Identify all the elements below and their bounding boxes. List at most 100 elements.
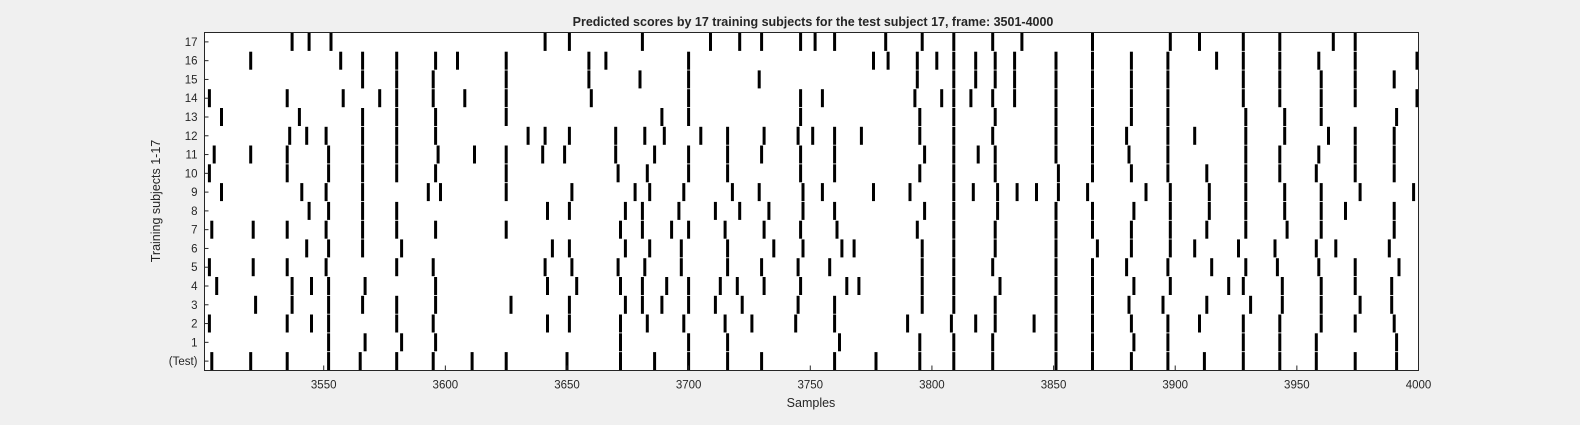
event-mark-row-1-4	[619, 333, 622, 352]
event-mark-row-test-27	[1314, 352, 1318, 371]
x-axis: 3550 3600 3650 3700 3750 3800 3850 3900 3950 4000	[311, 365, 1431, 392]
event-mark-row-3-5	[434, 295, 438, 314]
event-mark-row-17-4	[567, 32, 571, 51]
event-mark-row-10-0	[207, 164, 211, 183]
event-mark-row-test-5	[395, 352, 399, 371]
event-mark-row-9-10	[682, 183, 686, 202]
event-mark-row-9-29	[1319, 183, 1323, 202]
y-tick-label: 15	[185, 74, 198, 86]
event-mark-row-17-1	[307, 32, 311, 51]
event-mark-row-8-8	[677, 201, 681, 220]
event-mark-row-6-14	[920, 239, 924, 258]
y-tick-label: 4	[191, 281, 198, 293]
event-mark-row-7-1	[251, 220, 255, 239]
event-mark-row-8-2	[361, 201, 365, 220]
event-mark-row-12-31	[1392, 126, 1396, 145]
event-mark-row-7-7	[504, 220, 508, 239]
event-mark-row-11-26	[1244, 145, 1248, 164]
event-mark-row-2-18	[993, 314, 997, 333]
event-mark-row-9-24	[1144, 183, 1148, 202]
event-mark-row-17-18	[1168, 32, 1172, 51]
x-tick-label: 3850	[1041, 380, 1067, 392]
y-tick-label: 13	[185, 112, 198, 124]
plot-frame	[204, 32, 1419, 371]
event-mark-row-11-16	[799, 145, 803, 164]
event-mark-row-3-7	[567, 295, 571, 314]
event-mark-row-14-4	[395, 89, 399, 108]
event-mark-row-4-17	[857, 277, 861, 295]
event-mark-row-10-5	[434, 164, 438, 183]
event-mark-row-15-1	[395, 70, 399, 89]
event-mark-row-test-28	[1353, 352, 1357, 371]
event-mark-row-7-20	[1091, 220, 1094, 239]
y-tick-label: 12	[185, 131, 198, 143]
event-mark-row-16-23	[1241, 51, 1245, 70]
event-mark-row-1-15	[1241, 333, 1245, 352]
event-mark-row-9-12	[757, 183, 761, 202]
event-mark-row-14-25	[1353, 89, 1357, 108]
event-mark-row-10-13	[918, 164, 922, 183]
event-mark-row-test-18	[952, 352, 956, 371]
event-mark-row-5-24	[1275, 258, 1279, 277]
event-mark-row-15-10	[974, 70, 978, 89]
event-mark-row-10-4	[395, 164, 399, 183]
event-mark-row-8-9	[713, 201, 717, 220]
event-mark-row-5-5	[431, 258, 435, 277]
event-mark-row-12-16	[811, 126, 815, 145]
x-axis-label: Samples	[787, 396, 836, 410]
event-mark-row-15-5	[638, 70, 642, 89]
event-mark-row-13-8	[799, 108, 803, 126]
event-mark-row-8-15	[952, 201, 956, 220]
event-mark-row-4-27	[1280, 277, 1284, 295]
event-mark-row-test-7	[470, 352, 474, 371]
event-mark-row-11-7	[473, 145, 476, 164]
event-mark-row-12-27	[1244, 126, 1248, 145]
event-mark-row-7-10	[670, 220, 674, 239]
event-mark-row-17-10	[813, 32, 817, 51]
event-mark-row-12-5	[434, 126, 438, 145]
event-mark-row-2-11	[723, 314, 727, 333]
plot-area	[204, 32, 1419, 371]
event-mark-row-5-21	[1166, 258, 1170, 277]
event-mark-row-11-23	[1091, 145, 1094, 164]
event-mark-row-test-13	[726, 352, 730, 371]
event-mark-row-test-23	[1166, 352, 1170, 371]
event-mark-row-5-8	[616, 258, 620, 277]
event-mark-row-7-3	[324, 220, 328, 239]
event-mark-row-7-21	[1129, 220, 1133, 239]
y-tick-label: 7	[191, 225, 197, 237]
event-mark-row-17-16	[1020, 32, 1024, 51]
event-mark-row-2-12	[750, 314, 754, 333]
event-mark-row-6-7	[648, 239, 652, 258]
event-mark-row-6-23	[1273, 239, 1277, 258]
event-mark-row-13-16	[1244, 108, 1248, 126]
event-mark-row-2-24	[1198, 314, 1201, 333]
x-tick-label: 3750	[797, 380, 823, 392]
event-mark-row-8-23	[1283, 201, 1287, 220]
event-mark-row-1-12	[1091, 333, 1094, 352]
event-mark-row-7-26	[1319, 220, 1323, 239]
event-mark-row-test-25	[1241, 352, 1245, 371]
event-mark-row-13-5	[504, 108, 508, 126]
event-mark-row-6-12	[840, 239, 844, 258]
event-mark-row-15-12	[1013, 70, 1017, 89]
event-mark-row-14-21	[1166, 89, 1170, 108]
event-mark-row-12-25	[1166, 126, 1170, 145]
event-mark-row-3-14	[796, 295, 800, 314]
event-mark-row-12-0	[288, 126, 292, 145]
event-mark-row-test-4	[358, 352, 362, 371]
event-mark-row-9-27	[1244, 183, 1248, 202]
event-mark-row-11-25	[1166, 145, 1170, 164]
event-mark-row-15-16	[1166, 70, 1170, 89]
event-mark-row-4-9	[640, 277, 644, 295]
event-mark-row-test-21	[1091, 352, 1094, 371]
event-mark-row-2-2	[310, 314, 313, 333]
event-mark-row-16-11	[886, 51, 890, 70]
event-mark-row-test-0	[210, 352, 214, 371]
event-mark-row-6-19	[1129, 239, 1133, 258]
event-mark-row-test-1	[249, 352, 253, 371]
event-mark-row-6-15	[952, 239, 956, 258]
event-mark-row-8-12	[801, 201, 805, 220]
event-mark-row-11-12	[653, 145, 657, 164]
